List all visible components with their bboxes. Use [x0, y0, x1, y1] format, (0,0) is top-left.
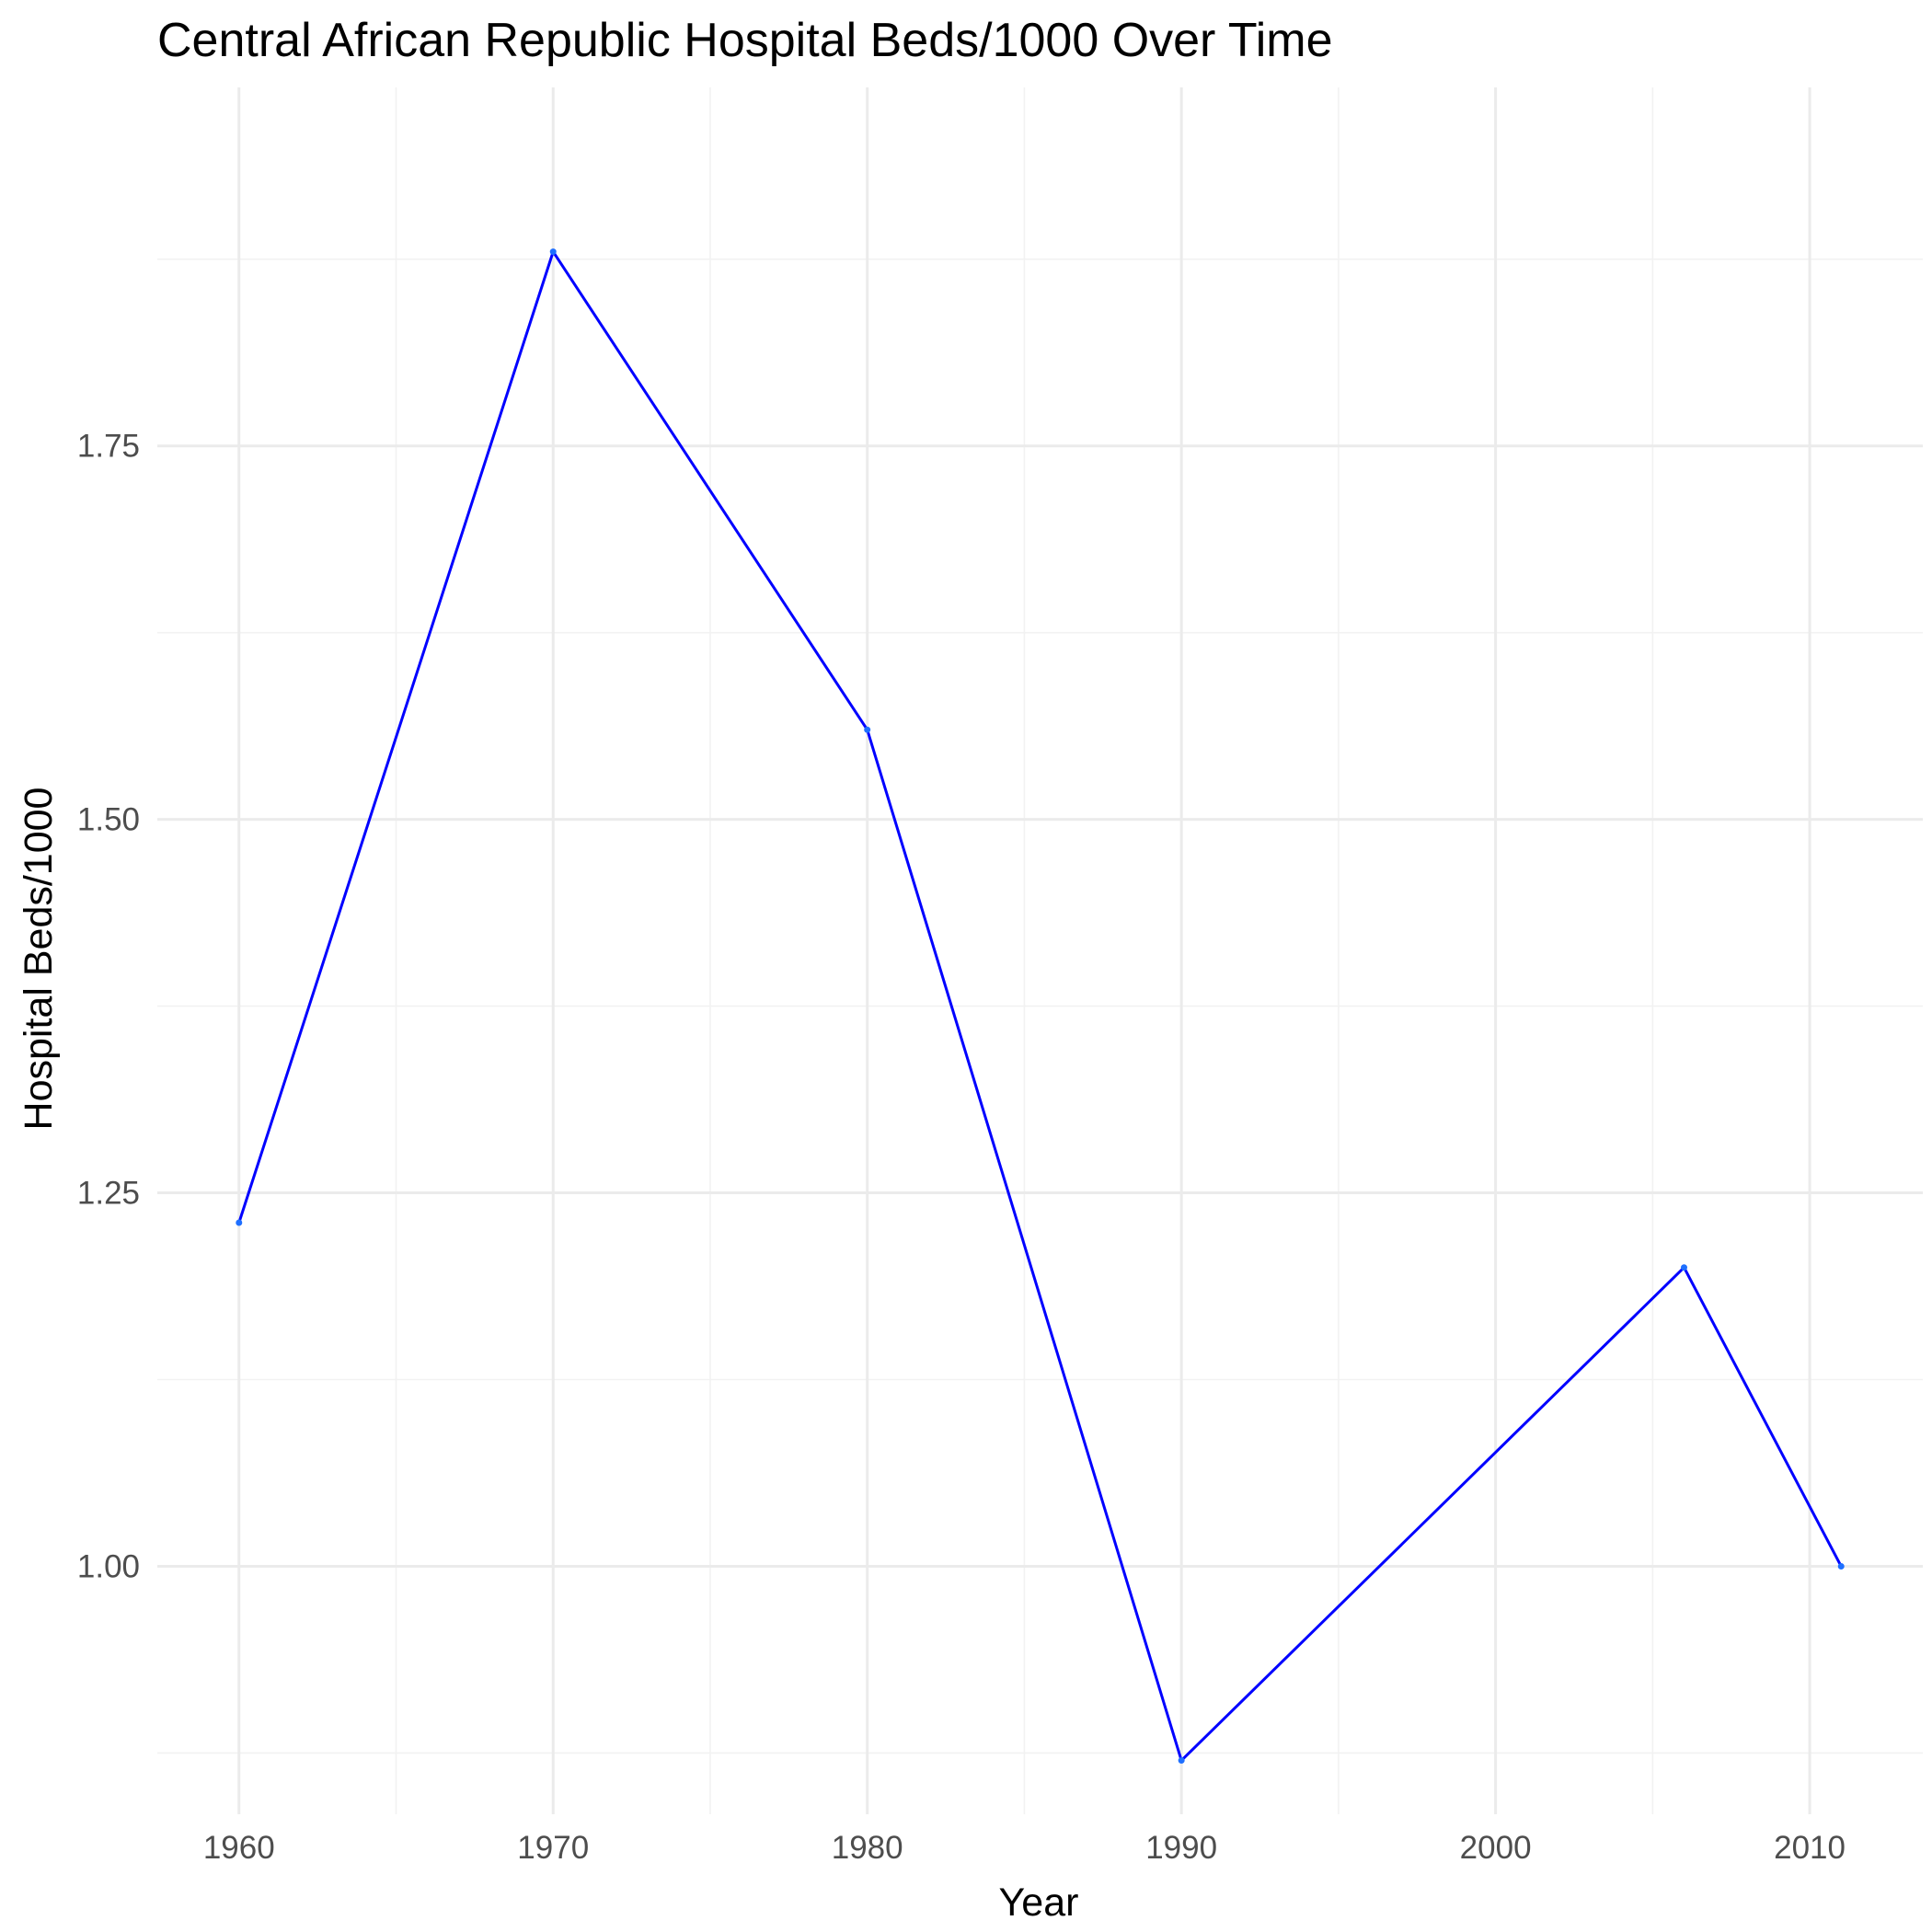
series-line — [237, 250, 1843, 1763]
data-point — [549, 248, 557, 256]
x-tick-label: 2010 — [1774, 1830, 1846, 1866]
y-tick-label: 1.25 — [77, 1176, 140, 1212]
series-line-layer — [237, 250, 1843, 1763]
y-tick-label: 1.75 — [77, 429, 140, 465]
x-tick-label: 1980 — [832, 1830, 903, 1866]
x-tick-label: 2000 — [1460, 1830, 1532, 1866]
x-tick-label: 1970 — [517, 1830, 589, 1866]
data-point — [236, 1219, 243, 1226]
x-axis-title: Year — [999, 1880, 1079, 1925]
data-point — [864, 726, 871, 733]
x-tick-label: 1960 — [203, 1830, 275, 1866]
y-axis-title: Hospital Beds/1000 — [17, 788, 61, 1131]
y-axis-ticks: 1.00 1.25 1.50 1.75 — [77, 429, 140, 1585]
x-axis-ticks: 1960 1970 1980 1990 2000 2010 — [203, 1830, 1846, 1866]
y-tick-label: 1.00 — [77, 1548, 140, 1584]
x-tick-label: 1990 — [1145, 1830, 1217, 1866]
data-point — [1837, 1562, 1845, 1570]
y-tick-label: 1.50 — [77, 802, 140, 838]
grid — [157, 87, 1923, 1814]
data-points — [236, 248, 1845, 1765]
chart-title: Central African Republic Hospital Beds/1… — [157, 14, 1333, 67]
data-point — [1178, 1757, 1185, 1765]
data-point — [1680, 1264, 1687, 1271]
